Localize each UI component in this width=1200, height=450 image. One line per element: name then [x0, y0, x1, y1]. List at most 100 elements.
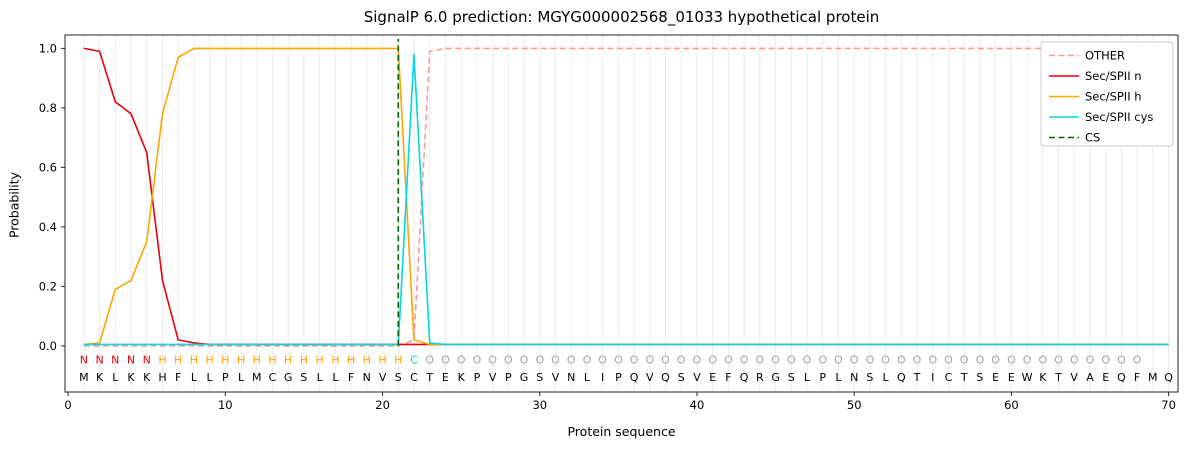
annotation-letter: O: [834, 353, 843, 366]
sequence-letter: K: [143, 371, 151, 384]
sequence-letter: E: [1008, 371, 1015, 384]
sequence-letter: L: [584, 371, 591, 384]
annotation-letter: O: [693, 353, 702, 366]
sequence-letter: L: [317, 371, 324, 384]
annotation-letter: O: [661, 353, 670, 366]
sequence-letter: E: [709, 371, 716, 384]
annotation-letter: O: [803, 353, 812, 366]
annotation-letter: N: [80, 353, 88, 366]
annotation-letter: O: [583, 353, 592, 366]
sequence-letter: T: [913, 371, 921, 384]
sequence-letter: L: [191, 371, 198, 384]
annotation-letter: O: [473, 353, 482, 366]
annotation-letter: O: [944, 353, 953, 366]
sequence-letter: S: [536, 371, 543, 384]
annotation-letter: O: [1038, 353, 1047, 366]
annotation-letter: O: [1086, 353, 1095, 366]
annotation-letter: N: [95, 353, 103, 366]
annotation-letter: H: [284, 353, 292, 366]
annotation-letter: O: [551, 353, 560, 366]
y-tick-label: 0.2: [39, 279, 57, 293]
sequence-letter: F: [1134, 371, 1140, 384]
sequence-letter: K: [1039, 371, 1047, 384]
y-tick-label: 0.8: [39, 101, 57, 115]
annotation-letter: O: [441, 353, 450, 366]
sequence-letter: S: [395, 371, 402, 384]
annotation-letter: O: [1007, 353, 1016, 366]
sequence-letter: A: [1086, 371, 1094, 384]
sequence-letter: S: [976, 371, 983, 384]
annotation-letter: O: [960, 353, 969, 366]
sequence-letter: N: [567, 371, 575, 384]
sequence-letter: M: [252, 371, 262, 384]
sequence-letter: P: [819, 371, 826, 384]
sequence-letter: C: [269, 371, 277, 384]
sequence-letter: G: [520, 371, 529, 384]
sequence-letter: L: [112, 371, 119, 384]
annotation-letter: O: [1117, 353, 1126, 366]
sequence-letter: T: [425, 371, 433, 384]
annotation-letter: H: [253, 353, 261, 366]
legend-label: Sec/SPII cys: [1085, 110, 1153, 124]
annotation-letter: O: [535, 353, 544, 366]
y-tick-label: 0.6: [39, 160, 57, 174]
sequence-letter: L: [207, 371, 214, 384]
sequence-letter: F: [175, 371, 181, 384]
annotation-letter: O: [787, 353, 796, 366]
sequence-letter: N: [850, 371, 858, 384]
annotation-letter: O: [1133, 353, 1142, 366]
sequence-letter: S: [300, 371, 307, 384]
plot-border: [64, 34, 1179, 393]
annotation-letter: O: [755, 353, 764, 366]
sequence-letter: E: [442, 371, 449, 384]
sequence-letter: L: [883, 371, 890, 384]
sequence-letter: L: [238, 371, 245, 384]
sequence-letter: K: [127, 371, 135, 384]
x-axis-label: Protein sequence: [567, 424, 676, 439]
annotation-letter: O: [881, 353, 890, 366]
sequence-letter: V: [552, 371, 560, 384]
annotation-letter: N: [127, 353, 135, 366]
sequence-letter: S: [788, 371, 795, 384]
x-tick-label: 20: [375, 398, 390, 412]
annotation-letter: O: [598, 353, 607, 366]
sequence-letter: H: [158, 371, 166, 384]
legend-label: OTHER: [1085, 49, 1125, 63]
sequence-letter: V: [693, 371, 701, 384]
sequence-letter: P: [505, 371, 512, 384]
annotation-letter: O: [567, 353, 576, 366]
x-tick-label: 40: [690, 398, 705, 412]
annotation-letter: O: [645, 353, 654, 366]
annotation-letter: O: [724, 353, 733, 366]
legend-label: CS: [1085, 131, 1100, 145]
sequence-letter: I: [931, 371, 934, 384]
series-line-sec-spii-h: [83, 47, 1169, 346]
sequence-letter: R: [756, 371, 764, 384]
annotation-letter: H: [158, 353, 166, 366]
x-tick-label: 30: [532, 398, 547, 412]
y-tick-label: 1.0: [39, 41, 57, 55]
annotation-letter: H: [347, 353, 355, 366]
sequence-letter: N: [363, 371, 371, 384]
chart-title: SignalP 6.0 prediction: MGYG000002568_01…: [363, 8, 880, 26]
sequence-letter: F: [348, 371, 354, 384]
series-line-sec-spii-n: [83, 47, 1169, 346]
sequence-letter: L: [835, 371, 842, 384]
annotation-letter: O: [866, 353, 875, 366]
annotation-letter: H: [205, 353, 213, 366]
series-line-sec-spii-cys: [83, 53, 1169, 346]
annotation-letter: O: [991, 353, 1000, 366]
sequence-letter: Q: [630, 371, 639, 384]
sequence-letter: K: [96, 371, 104, 384]
sequence-letter: V: [379, 371, 387, 384]
sequence-letter: Q: [740, 371, 749, 384]
annotation-letter: H: [221, 353, 229, 366]
annotation-letter: C: [410, 353, 418, 366]
sequence-letter: C: [410, 371, 418, 384]
annotation-letter: O: [1101, 353, 1110, 366]
annotation-letter: O: [708, 353, 717, 366]
annotation-letter: O: [457, 353, 466, 366]
series-line-other: [83, 47, 1169, 347]
annotation-letter: H: [300, 353, 308, 366]
